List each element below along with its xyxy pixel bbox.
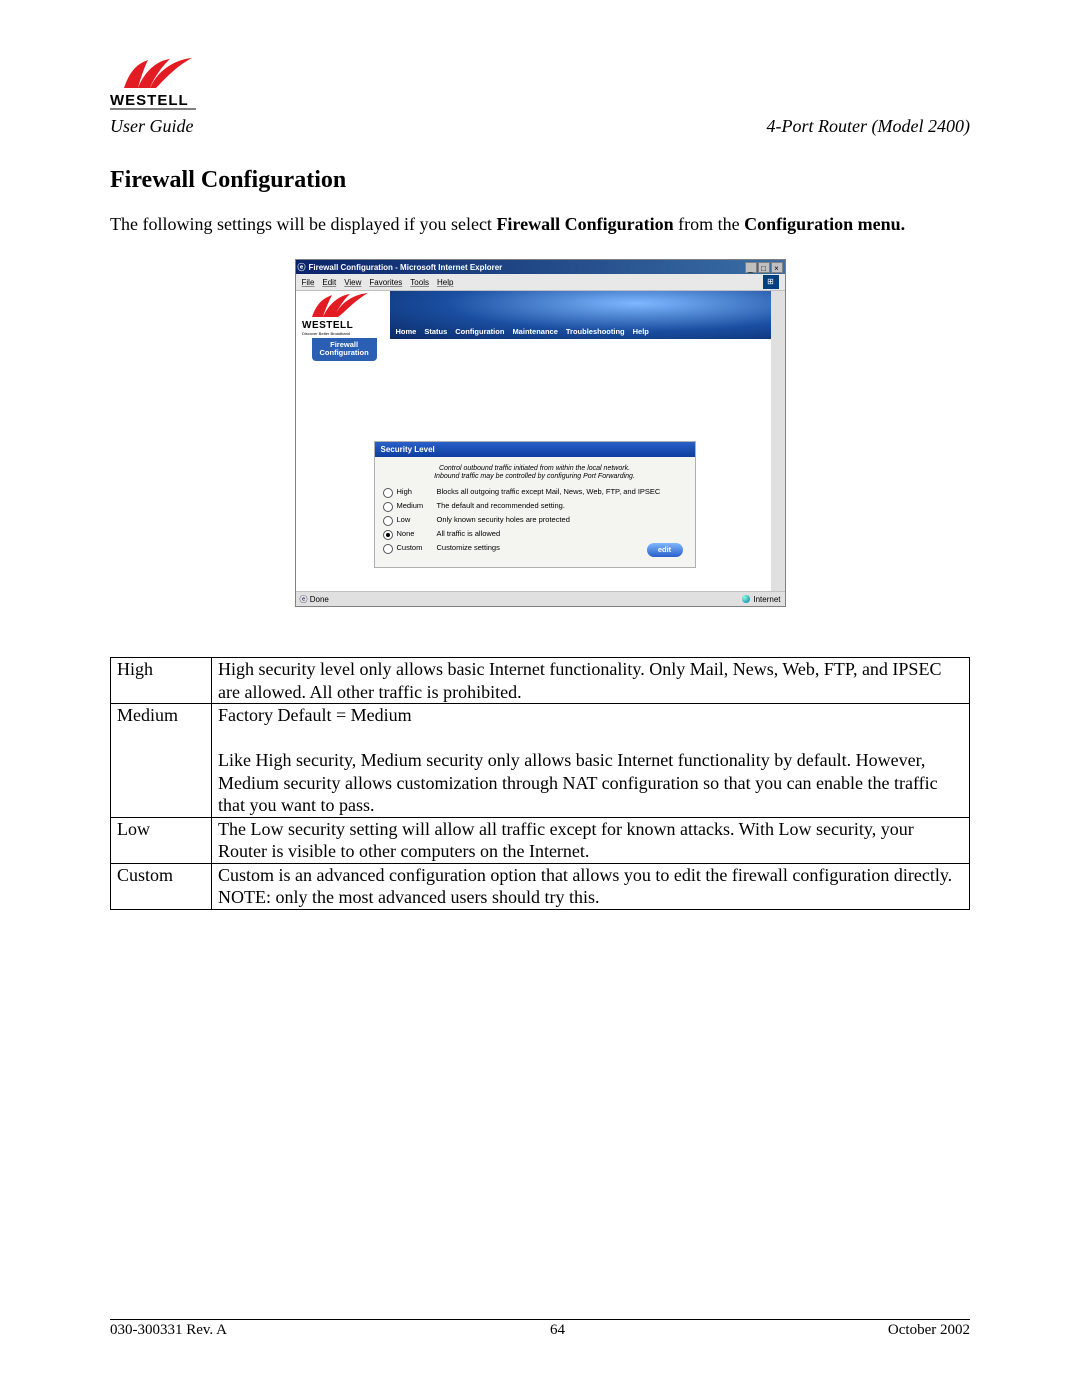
intro-mid: from the xyxy=(674,214,744,234)
page-header: User Guide 4-Port Router (Model 2400) xyxy=(110,116,970,137)
westell-logo: WESTELL xyxy=(110,58,970,114)
panel-intro: Control outbound traffic initiated from … xyxy=(383,465,687,481)
option-desc: Only known security holes are protected xyxy=(437,515,687,524)
manual-page: WESTELL User Guide 4-Port Router (Model … xyxy=(0,0,1080,1397)
nav-help[interactable]: Help xyxy=(633,327,649,336)
banner-logo: WESTELL Discover Better Broadband xyxy=(296,293,390,339)
sub-tab-row: Firewall Configuration xyxy=(296,338,771,361)
browser-screenshot: ⓔ Firewall Configuration - Microsoft Int… xyxy=(295,259,786,607)
radio-none[interactable] xyxy=(383,530,393,540)
header-right: 4-Port Router (Model 2400) xyxy=(767,116,970,137)
close-button[interactable]: × xyxy=(771,262,783,273)
edit-button[interactable]: edit xyxy=(647,543,683,557)
panel-title: Security Level xyxy=(375,442,695,457)
status-internet: Internet xyxy=(753,595,780,604)
throbber-icon: ⊞ xyxy=(763,275,779,289)
tab-label-line2: Configuration xyxy=(320,348,369,357)
security-level-table: HighHigh security level only allows basi… xyxy=(110,657,970,910)
table-cell-key: Custom xyxy=(111,863,212,909)
browser-viewport: WESTELL Discover Better Broadband Home S… xyxy=(296,291,785,591)
option-label: High xyxy=(397,487,437,496)
page-footer: 030-300331 Rev. A 64 October 2002 xyxy=(110,1319,970,1339)
table-cell-key: Low xyxy=(111,817,212,863)
status-left: ⓔ Done xyxy=(300,594,329,605)
table-cell-value: The Low security setting will allow all … xyxy=(212,817,970,863)
globe-icon xyxy=(742,595,750,603)
menu-favorites[interactable]: Favorites xyxy=(369,278,402,287)
menu-file[interactable]: File xyxy=(302,278,315,287)
intro-bold-1: Firewall Configuration xyxy=(496,214,673,234)
menu-tools[interactable]: Tools xyxy=(410,278,429,287)
table-cell-key: Medium xyxy=(111,704,212,818)
nav-home[interactable]: Home xyxy=(396,327,417,336)
option-label: None xyxy=(397,529,437,538)
option-label: Medium xyxy=(397,501,437,510)
radio-medium[interactable] xyxy=(383,502,393,512)
tab-firewall-configuration[interactable]: Firewall Configuration xyxy=(312,338,377,361)
security-option-medium: MediumThe default and recommended settin… xyxy=(383,501,687,512)
option-label: Low xyxy=(397,515,437,524)
menu-view[interactable]: View xyxy=(344,278,361,287)
table-cell-key: High xyxy=(111,658,212,704)
option-desc: All traffic is allowed xyxy=(437,529,687,538)
panel-body: Control outbound traffic initiated from … xyxy=(375,457,695,567)
main-nav: Home Status Configuration Maintenance Tr… xyxy=(390,291,771,339)
ie-icon: ⓔ xyxy=(298,262,306,273)
security-option-custom: CustomCustomize settings xyxy=(383,543,687,554)
footer-left: 030-300331 Rev. A xyxy=(110,1322,227,1339)
logo-text: WESTELL xyxy=(110,92,189,109)
security-option-none: NoneAll traffic is allowed xyxy=(383,529,687,540)
intro-prefix: The following settings will be displayed… xyxy=(110,214,496,234)
intro-bold-2: Configuration menu. xyxy=(744,214,905,234)
section-title: Firewall Configuration xyxy=(110,167,970,194)
nav-maintenance[interactable]: Maintenance xyxy=(512,327,557,336)
menu-edit[interactable]: Edit xyxy=(322,278,336,287)
header-left: User Guide xyxy=(110,116,194,137)
banner-logo-tagline: Discover Better Broadband xyxy=(302,331,350,336)
browser-menubar: File Edit View Favorites Tools Help ⊞ xyxy=(296,274,785,291)
security-option-high: HighBlocks all outgoing traffic except M… xyxy=(383,487,687,498)
banner-logo-text: WESTELL xyxy=(302,320,353,331)
table-row: HighHigh security level only allows basi… xyxy=(111,658,970,704)
table-row: CustomCustom is an advanced configuratio… xyxy=(111,863,970,909)
table-cell-value: Factory Default = MediumLike High securi… xyxy=(212,704,970,818)
browser-statusbar: ⓔ Done Internet xyxy=(296,591,785,606)
window-title: Firewall Configuration - Microsoft Inter… xyxy=(309,263,503,272)
footer-right: October 2002 xyxy=(888,1322,970,1339)
nav-troubleshooting[interactable]: Troubleshooting xyxy=(566,327,625,336)
table-cell-value: High security level only allows basic In… xyxy=(212,658,970,704)
menu-help[interactable]: Help xyxy=(437,278,453,287)
radio-low[interactable] xyxy=(383,516,393,526)
radio-custom[interactable] xyxy=(383,544,393,554)
security-level-panel: Security Level Control outbound traffic … xyxy=(374,441,696,568)
nav-status[interactable]: Status xyxy=(424,327,447,336)
option-desc: Blocks all outgoing traffic except Mail,… xyxy=(437,487,687,496)
window-controls: _ □ × xyxy=(745,262,783,273)
minimize-button[interactable]: _ xyxy=(745,262,757,273)
page-banner: WESTELL Discover Better Broadband Home S… xyxy=(296,291,771,339)
window-titlebar: ⓔ Firewall Configuration - Microsoft Int… xyxy=(296,260,785,274)
radio-high[interactable] xyxy=(383,488,393,498)
nav-configuration[interactable]: Configuration xyxy=(455,327,504,336)
status-zone: Internet xyxy=(742,595,780,604)
westell-logo-icon: WESTELL xyxy=(110,58,196,114)
table-cell-value: Custom is an advanced configuration opti… xyxy=(212,863,970,909)
option-label: Custom xyxy=(397,543,437,552)
maximize-button[interactable]: □ xyxy=(758,262,770,273)
panel-intro-line1: Control outbound traffic initiated from … xyxy=(439,465,630,472)
status-done: Done xyxy=(310,595,329,604)
table-row: LowThe Low security setting will allow a… xyxy=(111,817,970,863)
footer-center: 64 xyxy=(550,1322,565,1339)
option-desc: The default and recommended setting. xyxy=(437,501,687,510)
intro-text: The following settings will be displayed… xyxy=(110,214,970,235)
panel-intro-line2: Inbound traffic may be controlled by con… xyxy=(434,473,635,480)
table-row: MediumFactory Default = MediumLike High … xyxy=(111,704,970,818)
security-option-low: LowOnly known security holes are protect… xyxy=(383,515,687,526)
